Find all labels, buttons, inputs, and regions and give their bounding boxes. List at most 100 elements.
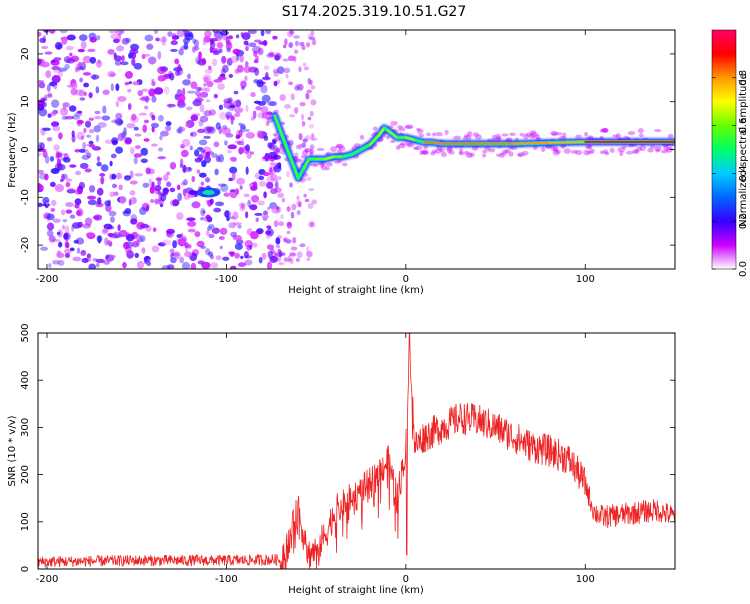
ridge-halo bbox=[463, 150, 470, 155]
noise-speckle bbox=[244, 259, 253, 266]
noise-speckle bbox=[115, 100, 120, 108]
noise-speckle bbox=[155, 177, 163, 181]
noise-speckle bbox=[294, 40, 299, 47]
noise-speckle bbox=[61, 36, 68, 45]
ridge-halo bbox=[563, 148, 571, 154]
noise-speckle bbox=[214, 168, 219, 176]
ridge-halo bbox=[501, 133, 509, 137]
chart-title: S174.2025.319.10.51.G27 bbox=[282, 4, 467, 20]
noise-speckle bbox=[38, 184, 44, 193]
noise-speckle bbox=[54, 184, 65, 193]
noise-speckle bbox=[261, 112, 268, 119]
noise-speckle bbox=[213, 207, 222, 213]
noise-speckle bbox=[143, 119, 150, 124]
noise-speckle bbox=[51, 59, 56, 63]
ridge-core-segment bbox=[291, 162, 300, 180]
ridge-halo bbox=[395, 145, 401, 150]
spectral-ridge bbox=[271, 109, 675, 182]
ridge-halo bbox=[310, 163, 316, 167]
noise-speckle bbox=[229, 166, 238, 174]
noise-speckle bbox=[112, 38, 120, 44]
noise-speckle bbox=[197, 128, 206, 134]
ridge-halo bbox=[412, 146, 419, 150]
ridge-core-segment bbox=[512, 141, 551, 145]
noise-speckle bbox=[198, 172, 207, 178]
noise-speckle bbox=[53, 144, 60, 151]
noise-speckle bbox=[308, 123, 315, 129]
noise-speckle bbox=[129, 180, 138, 185]
noise-speckle bbox=[38, 152, 42, 157]
noise-speckle bbox=[157, 156, 166, 160]
ridge-halo bbox=[390, 120, 398, 126]
bottom-y-axis-label: SNR (10 * v/v) bbox=[7, 415, 18, 486]
noise-speckle bbox=[287, 255, 291, 262]
noise-speckle bbox=[65, 181, 71, 188]
noise-speckle bbox=[132, 197, 137, 204]
noise-speckle bbox=[203, 110, 212, 117]
noise-speckle bbox=[226, 150, 232, 154]
noise-speckle bbox=[278, 221, 285, 227]
ridge-halo bbox=[404, 125, 413, 129]
spectral-blob-core bbox=[202, 190, 215, 196]
noise-speckle bbox=[74, 189, 83, 195]
noise-speckle bbox=[57, 229, 63, 238]
noise-speckle bbox=[38, 202, 43, 208]
noise-speckle bbox=[207, 226, 212, 231]
noise-speckle bbox=[232, 48, 241, 55]
noise-speckle bbox=[79, 148, 86, 153]
noise-speckle bbox=[265, 121, 270, 127]
noise-speckle bbox=[200, 216, 205, 221]
noise-speckle bbox=[71, 134, 76, 143]
noise-speckle bbox=[71, 114, 81, 120]
noise-speckle bbox=[293, 106, 299, 114]
noise-speckle bbox=[110, 83, 114, 92]
noise-speckle bbox=[201, 160, 207, 168]
noise-speckle bbox=[132, 241, 139, 248]
noise-speckle bbox=[46, 222, 55, 231]
noise-speckle bbox=[144, 105, 149, 110]
noise-speckle bbox=[52, 260, 61, 265]
noise-speckle bbox=[293, 35, 300, 39]
noise-speckle bbox=[308, 36, 316, 41]
ridge-halo bbox=[575, 134, 582, 139]
top-y-ticks: -20 -10 0 10 20 bbox=[20, 48, 675, 253]
noise-speckle bbox=[42, 150, 48, 158]
noise-speckle bbox=[265, 230, 272, 235]
ridge-core-segment bbox=[351, 148, 362, 156]
ridge-halo bbox=[316, 147, 325, 152]
noise-speckle bbox=[151, 245, 160, 253]
noise-speckle bbox=[65, 58, 76, 64]
noise-speckle bbox=[267, 142, 273, 149]
noise-speckle bbox=[133, 156, 138, 165]
noise-speckle bbox=[235, 235, 242, 242]
noise-speckle bbox=[191, 175, 196, 183]
noise-speckle bbox=[65, 225, 70, 234]
noise-speckle bbox=[159, 130, 169, 137]
noise-speckle bbox=[124, 81, 130, 86]
ridge-halo bbox=[469, 152, 475, 158]
noise-speckle bbox=[117, 224, 121, 232]
noise-speckle bbox=[258, 181, 267, 187]
noise-speckle bbox=[268, 51, 275, 57]
noise-speckle bbox=[74, 112, 83, 117]
noise-speckle bbox=[205, 151, 211, 157]
noise-speckle bbox=[57, 151, 63, 158]
noise-speckle bbox=[240, 255, 244, 260]
noise-speckle bbox=[185, 119, 195, 128]
ridge-halo bbox=[320, 164, 327, 171]
ridge-core-segment bbox=[273, 115, 282, 132]
noise-speckle bbox=[196, 94, 202, 99]
ridge-halo bbox=[416, 128, 424, 134]
noise-speckle bbox=[253, 100, 261, 104]
noise-speckle bbox=[192, 46, 196, 53]
noise-speckle bbox=[86, 195, 97, 200]
noise-speckle bbox=[205, 229, 210, 236]
noise-speckle bbox=[91, 146, 102, 151]
noise-speckle bbox=[240, 125, 247, 133]
noise-speckle bbox=[309, 79, 313, 86]
noise-speckle bbox=[89, 56, 97, 64]
ridge-halo bbox=[541, 146, 546, 153]
noise-speckle bbox=[222, 64, 229, 73]
snr-panel: -200 -100 0 100 0 100 200 300 400 500 Height of … bbox=[7, 323, 676, 596]
noise-speckle bbox=[70, 87, 78, 96]
